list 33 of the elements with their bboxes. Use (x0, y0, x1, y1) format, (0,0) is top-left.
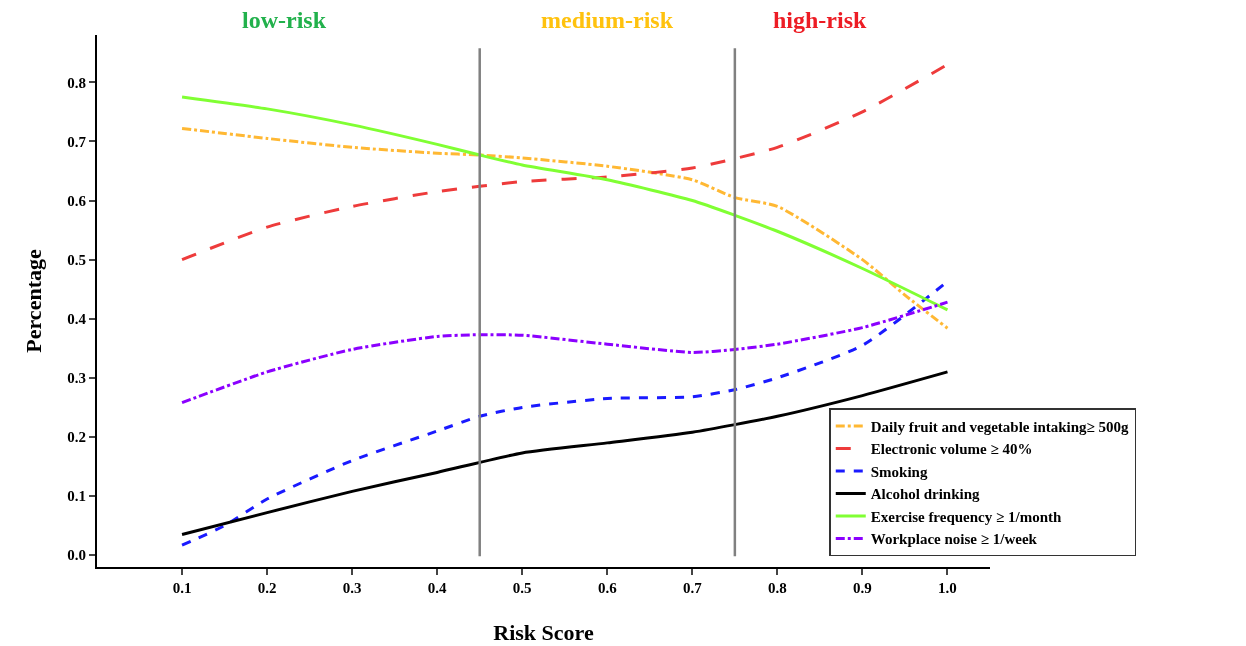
y-tick-label: 0.0 (67, 547, 86, 564)
x-tick-label: 0.6 (597, 580, 618, 596)
x-tick-label: 0.5 (512, 580, 532, 596)
y-tick-label: 0.1 (67, 488, 86, 505)
x-tick-label: 0.2 (257, 580, 277, 596)
y-tick-label: 0.6 (67, 192, 87, 209)
legend-label: Electronic volume ≥ 40% (870, 441, 1033, 458)
text: medium-risk (541, 7, 674, 33)
legend-label: Smoking (870, 463, 928, 480)
y-tick-label: 0.7 (67, 133, 87, 150)
x-tick-label: 0.1 (172, 580, 192, 596)
x-tick-label: 0.8 (768, 580, 787, 596)
x-axis-title: Risk Score (493, 620, 594, 646)
y-tick-label: 0.8 (67, 74, 86, 91)
x-tick-label: 1.0 (938, 580, 957, 596)
line-series (180, 300, 949, 405)
legend-label: Workplace noise ≥ 1/week (870, 531, 1038, 548)
y-tick-label: 0.3 (67, 370, 86, 387)
x-tick-label: 0.3 (342, 580, 362, 596)
text: low-risk (242, 7, 327, 33)
y-tick-label: 0.5 (67, 251, 86, 268)
line-series (180, 126, 949, 330)
line-series (180, 95, 949, 312)
x-tick-label: 0.7 (682, 580, 703, 596)
x-tick-label: 0.9 (853, 580, 872, 596)
text: high-risk (773, 7, 868, 33)
legend-label: Daily fruit and vegetable intaking≥ 500g (870, 418, 1130, 435)
legend-label: Exercise frequency ≥ 1/month (870, 508, 1062, 525)
y-tick-label: 0.2 (67, 429, 86, 446)
x-tick-label: 0.4 (427, 580, 448, 596)
y-axis-title: Percentage (20, 249, 46, 353)
legend-label: Alcohol drinking (870, 486, 981, 503)
y-tick-label: 0.4 (67, 310, 87, 327)
